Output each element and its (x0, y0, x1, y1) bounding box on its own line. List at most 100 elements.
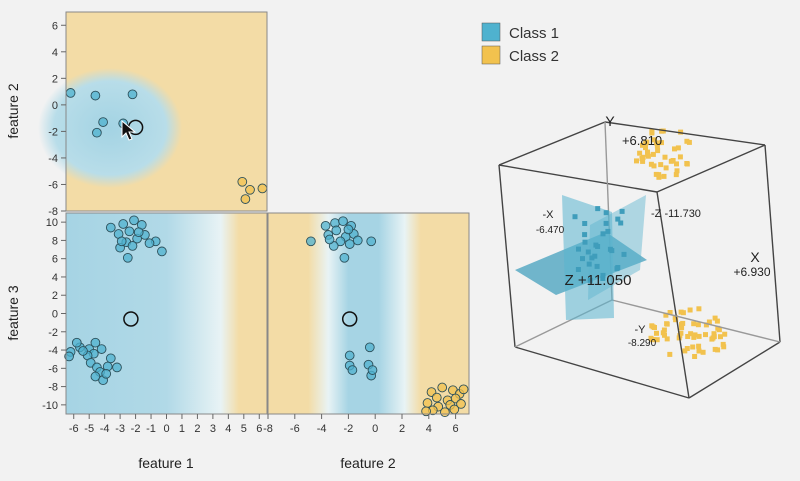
x-axis-ticks-feature2: -8 -6 -4 -2 0 2 4 6 (263, 414, 459, 435)
cube-class2-point (715, 325, 721, 331)
panel-f1-f2-border (65, 11, 268, 212)
cube-class2-point (696, 348, 702, 354)
cube-class2-point (655, 148, 661, 154)
cube-class2-point (637, 150, 643, 156)
cube-class2-point (667, 351, 673, 357)
x-tick-label: 5 (241, 423, 247, 435)
y-tick-label: 6 (52, 20, 58, 32)
x-tick-label: -4 (317, 423, 327, 435)
cube-class1-point (600, 276, 606, 281)
cube-class2-point (654, 330, 659, 336)
query-point-f1-f3[interactable] (123, 311, 139, 327)
cube-3d-view[interactable]: Y +6.810 -X -6.470 -Z -11.730 X +6.930 Z… (498, 113, 781, 399)
cube-class2-point (661, 173, 667, 179)
class2-point (237, 176, 248, 187)
cube-class2-point (684, 161, 690, 167)
class1-point (364, 342, 375, 353)
cube-class2-point (692, 332, 698, 338)
cube-class2-point (660, 330, 666, 336)
y-tick-label: -8 (48, 206, 58, 218)
class1-point (133, 227, 144, 238)
cube-class2-point (685, 334, 691, 339)
panel-f2-f3-border (267, 212, 470, 415)
cube-class1-point (576, 246, 581, 252)
class1-point (64, 351, 74, 362)
y-tick-label: 10 (46, 217, 58, 229)
query-point-f2-f3[interactable] (341, 311, 358, 327)
cube-class2-point (696, 343, 702, 349)
cube-class2-point (651, 163, 657, 169)
x-tick-label: 3 (210, 423, 216, 435)
cube-class1-point (595, 206, 601, 212)
panel-f2-f3 (267, 212, 470, 418)
cube-class1-point (582, 221, 588, 226)
cube-class1-point (615, 216, 621, 222)
cube-class2-point (712, 315, 718, 321)
cube-class2-point (672, 146, 677, 152)
cube-label-y-pos-value: +6.810 (622, 133, 662, 148)
legend-swatch-class1 (481, 22, 501, 42)
class1-point (90, 371, 101, 382)
cube-class2-point (688, 331, 694, 337)
cube-class1-point (582, 239, 588, 245)
cube-class2-point (700, 349, 706, 355)
cube-class2-point (714, 318, 720, 324)
cube-class2-point (673, 317, 679, 323)
cube-class1-point (593, 242, 599, 248)
x-tick-label: -6 (290, 423, 300, 435)
cube-class2-point (674, 168, 680, 174)
class1-point (347, 365, 358, 375)
cube-label-x-pos: X (750, 249, 760, 265)
mouse-cursor-icon (121, 119, 137, 141)
cube-label-x-pos-value: +6.930 (733, 265, 770, 279)
y-tick-label: 0 (52, 100, 58, 112)
class1-point (343, 224, 354, 235)
x-tick-label: 2 (194, 423, 200, 435)
legend: Class 1 Class 2 (481, 22, 559, 65)
cube-class2-point (718, 334, 723, 340)
class1-point (101, 368, 112, 379)
panel-f1-f3-background (66, 213, 267, 414)
y-tick-label: 2 (52, 73, 58, 85)
class1-point (124, 226, 135, 237)
cube-class1-point (618, 220, 624, 226)
cube-class2-point (659, 128, 665, 134)
x-tick-label: -3 (115, 423, 125, 435)
cube-class1-point (621, 251, 627, 257)
cube-class2-point (648, 335, 654, 341)
cube-class2-point (644, 139, 650, 145)
panel-f1-f2-points (65, 88, 268, 204)
x-tick-label: 4 (426, 423, 432, 435)
cube-class1-point (585, 249, 591, 255)
panel-f1-f2 (38, 11, 268, 212)
y-tick-label: -8 (48, 382, 58, 394)
class1-point (71, 337, 82, 348)
x-axis-ticks-feature1: -6 -5 -4 -3 -2 -1 0 1 2 3 4 5 6 (69, 414, 262, 435)
cube-class2-point (691, 321, 697, 327)
class1-point (129, 215, 139, 226)
legend-swatch-class2 (481, 45, 501, 65)
cube-class2-point (645, 151, 651, 157)
cube-class2-point (677, 154, 683, 160)
y-axis-label-bottom: feature 3 (5, 285, 21, 340)
class1-point (112, 362, 122, 373)
cube-class2-point (649, 129, 655, 134)
legend-label-class1: Class 1 (509, 25, 559, 42)
cube-class1-point (580, 256, 585, 262)
x-tick-label: -4 (100, 423, 110, 435)
x-tick-label: 6 (256, 423, 262, 435)
class1-point (105, 353, 116, 364)
cube-class1-point (603, 210, 609, 216)
cube-edges (498, 121, 781, 399)
cube-class1-point (592, 253, 598, 259)
class2-point (431, 392, 442, 403)
cube-label-x-neg: -X (543, 209, 555, 221)
cube-class2-point (653, 140, 659, 146)
y-tick-label: -2 (48, 126, 58, 138)
x-axis-label-left: feature 1 (138, 455, 193, 471)
class2-point (240, 194, 251, 204)
cube-class2-point (696, 306, 702, 312)
cube-label-y-pos: Y (605, 113, 615, 129)
cube-class2-point (640, 154, 646, 160)
cube-class2-point (674, 161, 679, 167)
